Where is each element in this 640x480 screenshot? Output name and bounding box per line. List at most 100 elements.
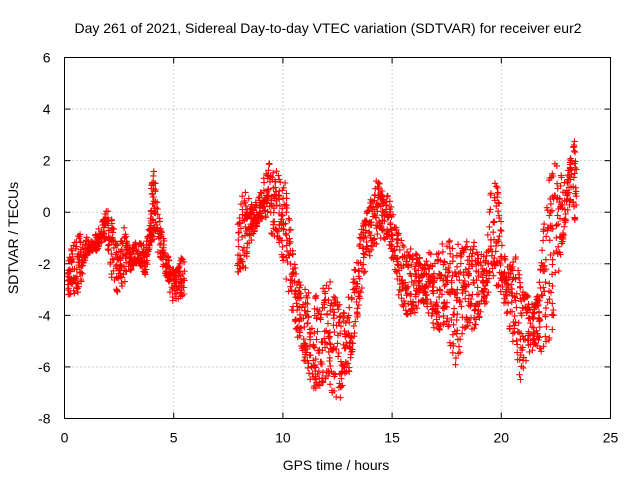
data-point: [449, 340, 457, 347]
data-point: [350, 322, 357, 330]
data-point: [319, 285, 327, 292]
data-point: [396, 286, 403, 293]
data-point: [554, 212, 561, 219]
data-point: [337, 330, 344, 337]
data-point: [338, 375, 345, 382]
data-point: [555, 267, 562, 275]
data-point: [126, 246, 133, 253]
data-point: [411, 265, 418, 273]
data-point: [366, 252, 373, 259]
data-point: [495, 199, 502, 206]
data-point: [278, 211, 285, 218]
data-point: [395, 291, 402, 298]
data-point: [103, 208, 110, 215]
data-point: [337, 394, 344, 401]
data-point: [400, 243, 408, 251]
data-point: [423, 258, 430, 265]
data-point: [402, 279, 409, 286]
data-point: [536, 334, 543, 341]
y-axis-label: SDTVAR / TECUs: [5, 182, 21, 294]
data-point: [452, 354, 460, 362]
data-point: [415, 267, 422, 274]
data-point: [483, 298, 490, 306]
data-point: [177, 290, 185, 298]
data-point: [387, 203, 395, 211]
data-point: [269, 176, 276, 183]
data-point: [475, 255, 482, 262]
data-point: [296, 329, 303, 336]
data-point: [370, 235, 378, 242]
data-point: [180, 284, 187, 291]
data-point: [373, 240, 380, 248]
data-point: [312, 373, 319, 380]
data-point: [505, 281, 512, 289]
data-point: [435, 250, 442, 257]
data-point: [335, 306, 342, 313]
data-point: [388, 213, 395, 220]
data-point: [392, 224, 400, 231]
data-point: [127, 267, 134, 274]
data-point: [348, 296, 355, 303]
data-point: [466, 319, 474, 326]
data-point: [277, 178, 284, 186]
data-point: [553, 247, 560, 255]
data-point: [413, 287, 421, 295]
data-point: [529, 347, 536, 354]
data-point: [571, 148, 579, 156]
data-point: [95, 225, 102, 233]
data-point: [239, 217, 247, 224]
data-point: [287, 260, 294, 268]
data-point: [238, 233, 246, 241]
data-point: [487, 206, 494, 213]
data-point: [358, 226, 365, 233]
data-point: [474, 251, 481, 258]
data-point: [243, 215, 250, 223]
data-point: [111, 238, 119, 245]
data-point: [436, 313, 443, 321]
data-point: [130, 260, 137, 267]
data-point: [176, 260, 184, 267]
data-point: [110, 225, 117, 233]
data-point: [498, 242, 506, 249]
data-point: [304, 364, 312, 372]
data-point: [349, 279, 357, 286]
data-point: [305, 370, 313, 377]
data-point: [562, 210, 569, 218]
data-point: [275, 172, 282, 179]
data-point: [114, 242, 121, 249]
data-point: [497, 275, 504, 282]
data-point: [546, 296, 553, 303]
y-tick-label: 6: [43, 50, 51, 66]
data-point: [417, 287, 424, 294]
data-point: [83, 234, 90, 241]
data-point: [163, 268, 170, 275]
data-point: [117, 262, 124, 269]
data-point: [471, 279, 478, 287]
data-point: [356, 295, 364, 302]
data-point: [350, 275, 357, 283]
data-point: [279, 257, 287, 264]
data-point: [326, 381, 334, 388]
data-point: [355, 267, 362, 275]
data-point: [540, 228, 547, 235]
data-point: [275, 228, 283, 235]
data-point: [257, 189, 264, 196]
data-point: [265, 160, 273, 168]
data-point: [491, 261, 498, 268]
data-point: [466, 253, 473, 260]
data-point: [489, 265, 496, 272]
data-point: [282, 220, 289, 227]
data-point: [76, 269, 84, 277]
data-point: [109, 234, 116, 241]
data-point: [548, 271, 556, 278]
data-point: [108, 250, 115, 258]
data-point: [164, 254, 172, 261]
data-point: [388, 254, 395, 262]
data-point: [517, 284, 524, 291]
data-point: [404, 283, 412, 290]
data-point: [181, 268, 188, 275]
data-point: [514, 356, 521, 363]
data-point: [496, 257, 503, 265]
data-point: [344, 314, 352, 321]
